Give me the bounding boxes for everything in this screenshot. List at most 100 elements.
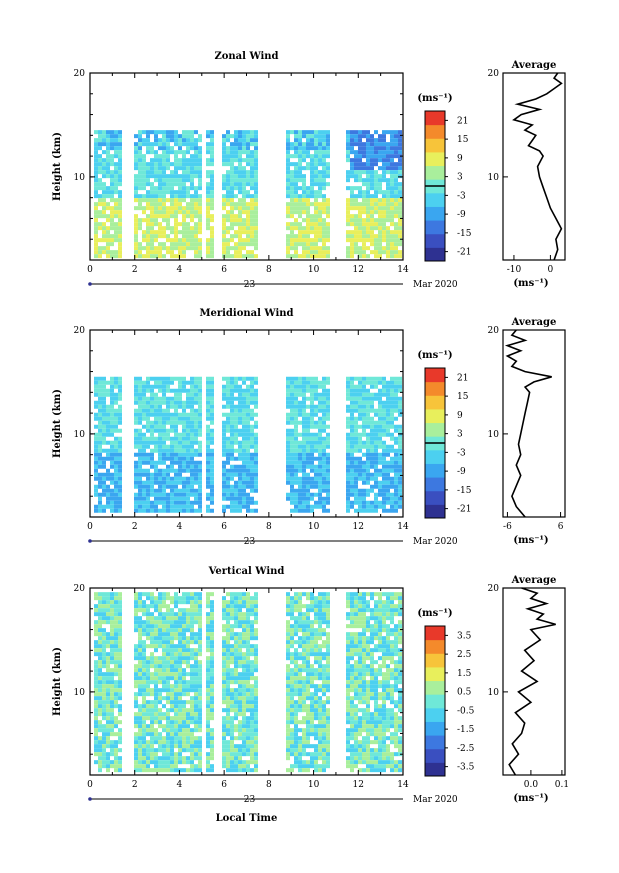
- heatmap-cell: [318, 392, 322, 397]
- heatmap-cell: [174, 624, 178, 629]
- heatmap-cell: [150, 376, 154, 381]
- heatmap-cell: [198, 612, 202, 617]
- heatmap-cell: [206, 448, 210, 453]
- heatmap-cell: [150, 400, 154, 405]
- heatmap-cell: [162, 226, 166, 231]
- heatmap-cell: [302, 206, 306, 211]
- heatmap-cell: [98, 484, 102, 489]
- heatmap-cell: [294, 186, 298, 191]
- heatmap-cell: [322, 480, 326, 485]
- heatmap-cell: [234, 206, 238, 211]
- heatmap-cell: [358, 150, 362, 155]
- heatmap-cell: [162, 182, 166, 187]
- heatmap-cell: [378, 174, 382, 179]
- heatmap-cell: [354, 242, 358, 247]
- heatmap-cell: [294, 492, 298, 497]
- heatmap-cell: [250, 182, 254, 187]
- heatmap-cell: [114, 444, 118, 449]
- heatmap-cell: [386, 500, 390, 505]
- heatmap-cell: [186, 186, 190, 191]
- heatmap-cell: [110, 162, 114, 167]
- heatmap-cell: [210, 620, 214, 625]
- heatmap-cell: [254, 194, 258, 199]
- heatmap-cell: [246, 604, 250, 609]
- heatmap-cell: [226, 178, 230, 183]
- heatmap-cell: [290, 472, 294, 477]
- heatmap-cell: [222, 656, 226, 661]
- heatmap-cell: [166, 214, 170, 219]
- heatmap-cell: [110, 380, 114, 385]
- heatmap-cell: [286, 464, 290, 469]
- heatmap-cell: [250, 388, 254, 393]
- heatmap-cell: [374, 146, 378, 151]
- heatmap-cell: [150, 464, 154, 469]
- heatmap-cell: [166, 652, 170, 657]
- heatmap-cell: [206, 444, 210, 449]
- heatmap-cell: [314, 178, 318, 183]
- heatmap-cell: [186, 190, 190, 195]
- heatmap-cell: [106, 468, 110, 473]
- heatmap-cell: [366, 464, 370, 469]
- heatmap-cell: [114, 150, 118, 155]
- colorbar-segment: [425, 422, 445, 437]
- heatmap-cell: [226, 416, 230, 421]
- heatmap-cell: [378, 238, 382, 243]
- heatmap-cell: [358, 206, 362, 211]
- heatmap-cell: [150, 218, 154, 223]
- heatmap-cell: [378, 202, 382, 207]
- heatmap-cell: [166, 756, 170, 761]
- heatmap-cell: [198, 428, 202, 433]
- heatmap-cell: [94, 760, 98, 765]
- heatmap-cell: [238, 764, 242, 769]
- heatmap-cell: [162, 604, 166, 609]
- heatmap-cell: [98, 456, 102, 461]
- heatmap-cell: [286, 468, 290, 473]
- heatmap-cell: [242, 732, 246, 737]
- heatmap-cell: [378, 424, 382, 429]
- heatmap-cell: [222, 508, 226, 513]
- heatmap-cell: [374, 468, 378, 473]
- heatmap-cell: [114, 744, 118, 749]
- heatmap-cell: [398, 250, 402, 255]
- heatmap-cell: [182, 158, 186, 163]
- heatmap-cell: [170, 672, 174, 677]
- heatmap-cell: [254, 222, 258, 227]
- heatmap-cell: [178, 500, 182, 505]
- heatmap-cell: [170, 696, 174, 701]
- heatmap-cell: [194, 202, 198, 207]
- heatmap-cell: [190, 640, 194, 645]
- heatmap-cell: [162, 636, 166, 641]
- heatmap-cell: [298, 464, 302, 469]
- heatmap-cell: [238, 492, 242, 497]
- heatmap-cell: [150, 186, 154, 191]
- x-tick-label: 6: [221, 265, 227, 275]
- heatmap-cell: [174, 752, 178, 757]
- heatmap-cell: [326, 468, 330, 473]
- heatmap-cell: [162, 468, 166, 473]
- heatmap-cell: [174, 376, 178, 381]
- heatmap-cell: [222, 596, 226, 601]
- heatmap-cell: [162, 234, 166, 239]
- date-axis-marker: [88, 282, 92, 286]
- heatmap-cell: [170, 416, 174, 421]
- heatmap-cell: [358, 440, 362, 445]
- heatmap-cell: [394, 202, 398, 207]
- heatmap-cell: [294, 182, 298, 187]
- heatmap-cell: [298, 384, 302, 389]
- heatmap-cell: [182, 162, 186, 167]
- heatmap-cell: [166, 158, 170, 163]
- heatmap-cell: [322, 500, 326, 505]
- heatmap-cell: [242, 680, 246, 685]
- heatmap-cell: [118, 420, 122, 425]
- heatmap-cell: [238, 508, 242, 513]
- heatmap-cell: [190, 752, 194, 757]
- heatmap-cell: [198, 444, 202, 449]
- heatmap-cell: [146, 440, 150, 445]
- heatmap-cell: [206, 484, 210, 489]
- heatmap-cell: [110, 146, 114, 151]
- heatmap-cell: [298, 492, 302, 497]
- heatmap-cell: [154, 202, 158, 207]
- heatmap-cell: [166, 178, 170, 183]
- heatmap-cell: [302, 218, 306, 223]
- heatmap-cell: [178, 142, 182, 147]
